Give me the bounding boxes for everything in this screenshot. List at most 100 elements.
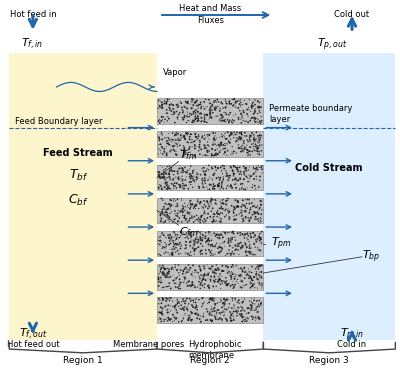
Point	[258, 216, 264, 222]
Point	[184, 295, 190, 301]
Point	[242, 205, 249, 211]
Point	[194, 102, 200, 108]
Point	[190, 184, 196, 190]
Point	[193, 177, 200, 183]
Point	[157, 242, 163, 248]
Point	[254, 164, 260, 170]
Point	[246, 164, 252, 170]
Point	[209, 176, 215, 182]
Point	[213, 313, 219, 319]
Point	[161, 244, 168, 250]
Point	[174, 168, 181, 174]
Point	[255, 163, 262, 169]
Point	[249, 101, 256, 107]
Point	[228, 268, 234, 274]
Point	[180, 296, 186, 302]
Point	[254, 209, 261, 215]
Point	[189, 137, 195, 143]
Point	[179, 183, 185, 189]
Point	[254, 210, 260, 216]
Point	[201, 198, 207, 204]
Point	[187, 205, 194, 211]
Point	[256, 177, 263, 183]
Point	[219, 113, 226, 119]
Point	[190, 176, 197, 182]
Point	[247, 152, 254, 158]
Point	[200, 313, 206, 319]
Point	[169, 252, 175, 258]
Point	[226, 119, 232, 125]
Point	[156, 136, 163, 142]
Point	[178, 183, 184, 189]
Point	[252, 318, 259, 324]
Point	[215, 274, 222, 280]
Point	[224, 251, 230, 257]
Point	[245, 104, 252, 110]
Point	[218, 316, 224, 322]
Point	[206, 284, 212, 290]
Point	[171, 111, 177, 117]
Point	[163, 144, 170, 150]
Point	[171, 317, 178, 323]
Point	[172, 183, 178, 189]
Point	[166, 235, 172, 241]
Point	[193, 246, 199, 253]
Point	[222, 146, 229, 152]
Point	[255, 218, 262, 224]
Point	[202, 180, 208, 186]
Point	[175, 135, 181, 141]
Point	[196, 237, 202, 243]
Point	[234, 241, 241, 247]
Point	[169, 177, 176, 183]
Point	[212, 302, 218, 308]
Point	[235, 300, 242, 306]
Point	[215, 104, 221, 110]
Point	[231, 284, 237, 290]
Point	[211, 243, 218, 249]
Point	[196, 145, 203, 151]
Point	[178, 229, 184, 235]
Point	[204, 149, 211, 155]
Point	[186, 166, 193, 172]
Point	[156, 296, 162, 302]
Point	[160, 151, 166, 157]
Point	[255, 263, 261, 270]
Point	[197, 275, 203, 281]
Point	[246, 175, 252, 181]
Point	[203, 168, 209, 174]
Point	[172, 249, 179, 255]
Point	[156, 120, 163, 126]
Point	[235, 177, 242, 183]
Point	[198, 111, 204, 117]
Point	[230, 208, 236, 214]
Point	[188, 271, 195, 277]
Point	[194, 230, 200, 236]
Point	[250, 314, 256, 321]
Point	[221, 299, 228, 305]
Point	[213, 232, 220, 239]
Point	[253, 239, 260, 245]
Point	[156, 297, 163, 304]
Point	[244, 253, 250, 259]
Point	[222, 141, 228, 147]
Point	[256, 280, 262, 286]
Point	[236, 131, 243, 137]
Point	[197, 251, 204, 257]
Point	[182, 264, 189, 270]
Text: $C_{fm}$: $C_{fm}$	[179, 225, 198, 239]
Point	[183, 130, 189, 136]
Point	[156, 135, 162, 141]
Point	[222, 143, 228, 149]
Point	[249, 102, 255, 108]
Point	[199, 251, 205, 257]
Text: Hot feed in: Hot feed in	[10, 10, 56, 19]
Point	[209, 146, 215, 152]
Point	[194, 212, 200, 218]
Point	[249, 313, 255, 319]
Point	[237, 168, 244, 174]
Point	[220, 268, 226, 274]
Point	[197, 200, 204, 206]
Point	[239, 279, 245, 285]
Point	[179, 178, 185, 184]
Point	[239, 245, 245, 251]
